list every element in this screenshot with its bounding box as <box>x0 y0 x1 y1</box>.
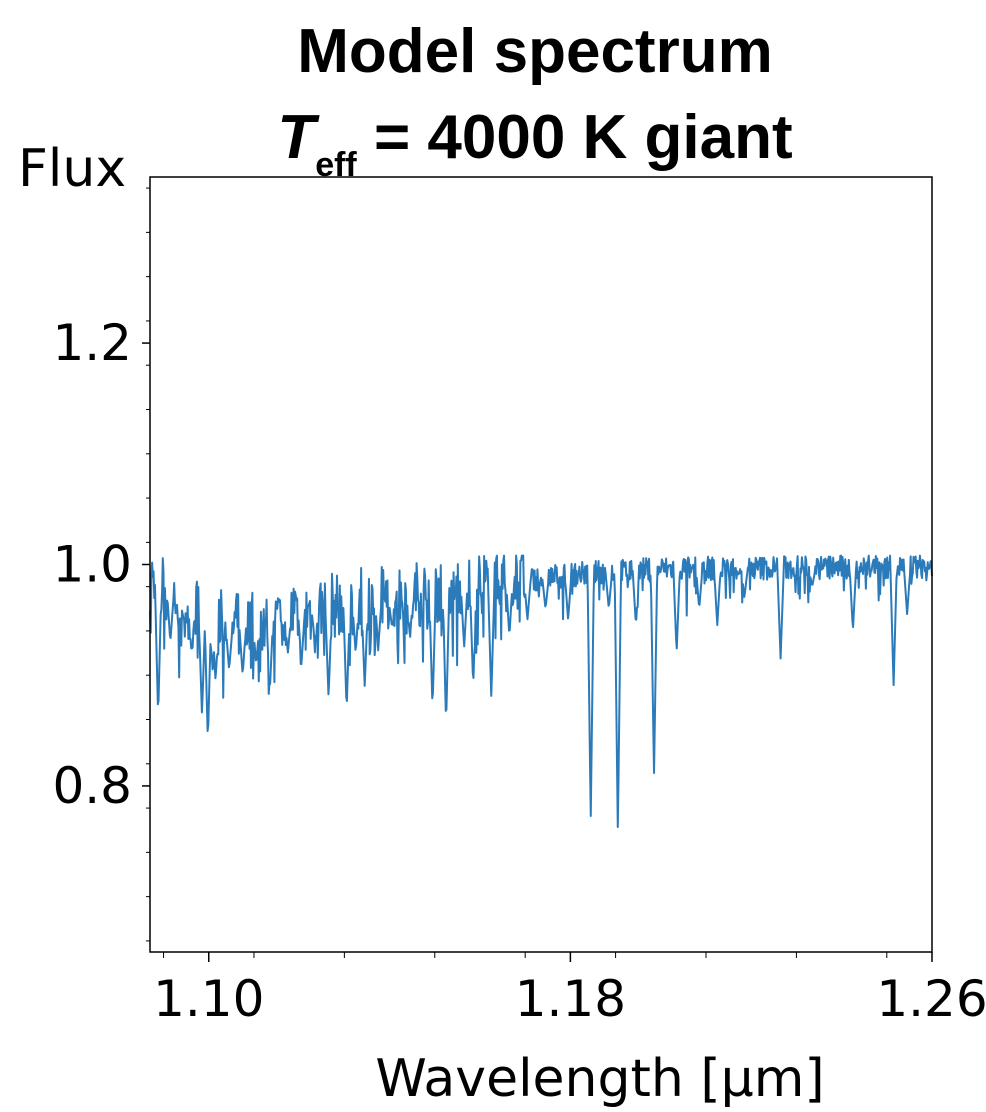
x-tick-label: 1.18 <box>515 970 626 1028</box>
teff-symbol: T <box>277 103 320 172</box>
plot-frame <box>149 176 933 953</box>
y-tick-label: 0.8 <box>52 757 132 815</box>
chart-subtitle: Teff = 4000 K giant <box>277 103 792 184</box>
tick-label-layer: 1.10 1.18 1.26 0.8 1.0 1.2 <box>52 314 986 1028</box>
x-tick-label: 1.26 <box>876 970 986 1028</box>
spectrum-line <box>149 554 933 829</box>
chart-title: Model spectrum <box>297 17 772 86</box>
teff-subscript: eff <box>315 146 357 184</box>
x-tick-label: 1.10 <box>153 970 264 1028</box>
y-tick-label: 1.0 <box>52 536 132 594</box>
teff-value-text: = 4000 K giant <box>357 103 793 172</box>
y-tick-label: 1.2 <box>52 314 132 372</box>
y-axis-label: Flux <box>18 139 126 199</box>
x-axis-label: Wavelength [μm] <box>375 1049 824 1109</box>
